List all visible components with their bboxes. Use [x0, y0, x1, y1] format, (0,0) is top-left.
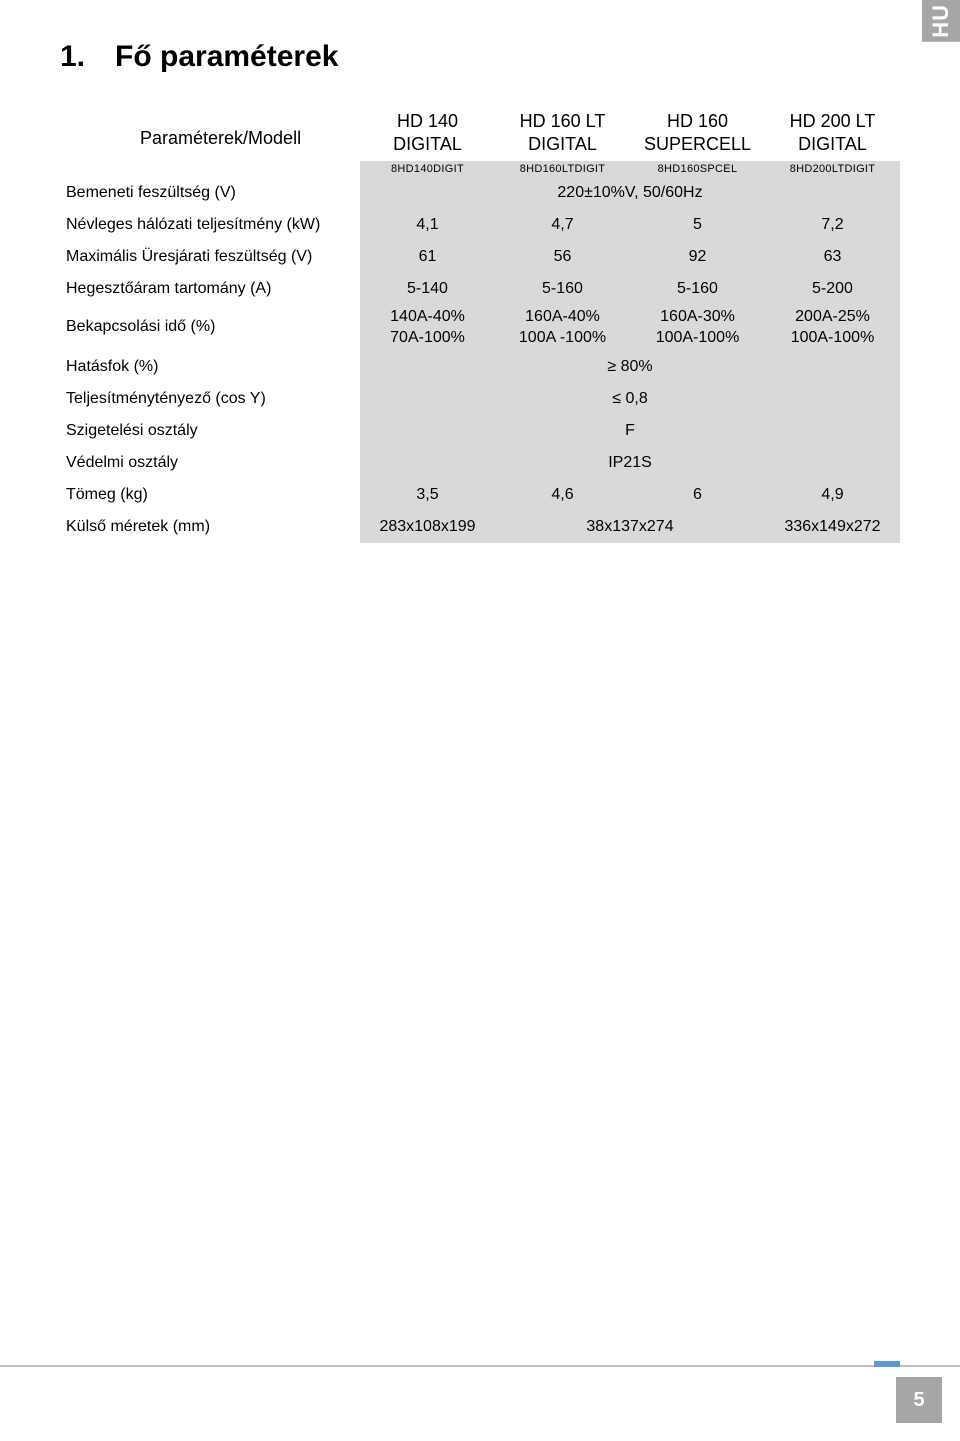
model-name-l1: HD 160 LT — [520, 111, 606, 131]
model-name-l2: DIGITAL — [528, 134, 597, 154]
param-label: Maximális Üresjárati feszültség (V) — [60, 241, 360, 273]
duty-bot: 100A -100% — [519, 329, 606, 346]
param-label: Külső méretek (mm) — [60, 511, 360, 543]
param-value: 140A-40% 70A-100% — [360, 305, 495, 351]
param-value: ≤ 0,8 — [360, 383, 900, 415]
param-value: 61 — [360, 241, 495, 273]
param-value: 38x137x274 — [495, 511, 765, 543]
param-label: Névleges hálózati teljesítmény (kW) — [60, 209, 360, 241]
param-value: 4,6 — [495, 479, 630, 511]
param-label: Teljesítménytényező (cos Y) — [60, 383, 360, 415]
section-heading: 1. Fő paraméterek — [60, 40, 900, 74]
model-sku: 8HD140DIGIT — [360, 161, 495, 177]
param-value: 160A-30% 100A-100% — [630, 305, 765, 351]
footer-divider — [0, 1365, 960, 1367]
param-value: 283x108x199 — [360, 511, 495, 543]
param-value: 5 — [630, 209, 765, 241]
duty-bot: 100A-100% — [656, 329, 740, 346]
param-label: Hatásfok (%) — [60, 351, 360, 383]
param-label: Bekapcsolási idő (%) — [60, 305, 360, 351]
param-value: 220±10%V, 50/60Hz — [360, 177, 900, 209]
param-value: 200A-25% 100A-100% — [765, 305, 900, 351]
param-label: Hegesztőáram tartomány (A) — [60, 273, 360, 305]
param-value: 4,9 — [765, 479, 900, 511]
param-label: Szigetelési osztály — [60, 415, 360, 447]
duty-top: 140A-40% — [390, 308, 465, 325]
model-header: HD 140 DIGITAL — [360, 104, 495, 161]
model-name-l2: DIGITAL — [798, 134, 867, 154]
param-value: 7,2 — [765, 209, 900, 241]
section-number: 1. — [60, 40, 85, 74]
language-tab: HU — [922, 0, 960, 42]
param-value: ≥ 80% — [360, 351, 900, 383]
param-value: 6 — [630, 479, 765, 511]
param-value: 5-140 — [360, 273, 495, 305]
section-title: Fő paraméterek — [115, 40, 338, 74]
param-value: 5-160 — [495, 273, 630, 305]
model-header: HD 160 SUPERCELL — [630, 104, 765, 161]
param-value: 63 — [765, 241, 900, 273]
param-label: Bemeneti feszültség (V) — [60, 177, 360, 209]
model-sku: 8HD160LTDIGIT — [495, 161, 630, 177]
duty-top: 200A-25% — [795, 308, 870, 325]
param-value: 4,1 — [360, 209, 495, 241]
param-value: 160A-40% 100A -100% — [495, 305, 630, 351]
duty-bot: 70A-100% — [390, 329, 465, 346]
param-value: 5-160 — [630, 273, 765, 305]
duty-bot: 100A-100% — [791, 329, 875, 346]
param-value: F — [360, 415, 900, 447]
param-label: Tömeg (kg) — [60, 479, 360, 511]
param-value: 336x149x272 — [765, 511, 900, 543]
page-number: 5 — [896, 1377, 942, 1423]
param-value: 5-200 — [765, 273, 900, 305]
param-value: IP21S — [360, 447, 900, 479]
duty-top: 160A-30% — [660, 308, 735, 325]
param-value: 4,7 — [495, 209, 630, 241]
duty-top: 160A-40% — [525, 308, 600, 325]
page-footer: 5 — [0, 1351, 960, 1441]
model-sku: 8HD160SPCEL — [630, 161, 765, 177]
model-name-l1: HD 140 — [397, 111, 458, 131]
model-sku: 8HD200LTDIGIT — [765, 161, 900, 177]
model-name-l1: HD 200 LT — [790, 111, 876, 131]
param-value: 92 — [630, 241, 765, 273]
parameters-header-label: Paraméterek/Modell — [60, 104, 360, 177]
model-name-l1: HD 160 — [667, 111, 728, 131]
param-label: Védelmi osztály — [60, 447, 360, 479]
model-header: HD 200 LT DIGITAL — [765, 104, 900, 161]
model-name-l2: DIGITAL — [393, 134, 462, 154]
model-name-l2: SUPERCELL — [644, 134, 751, 154]
footer-accent — [874, 1361, 900, 1367]
param-value: 3,5 — [360, 479, 495, 511]
param-value: 56 — [495, 241, 630, 273]
parameters-table: Paraméterek/Modell HD 140 DIGITAL HD 160… — [60, 104, 900, 543]
model-header: HD 160 LT DIGITAL — [495, 104, 630, 161]
